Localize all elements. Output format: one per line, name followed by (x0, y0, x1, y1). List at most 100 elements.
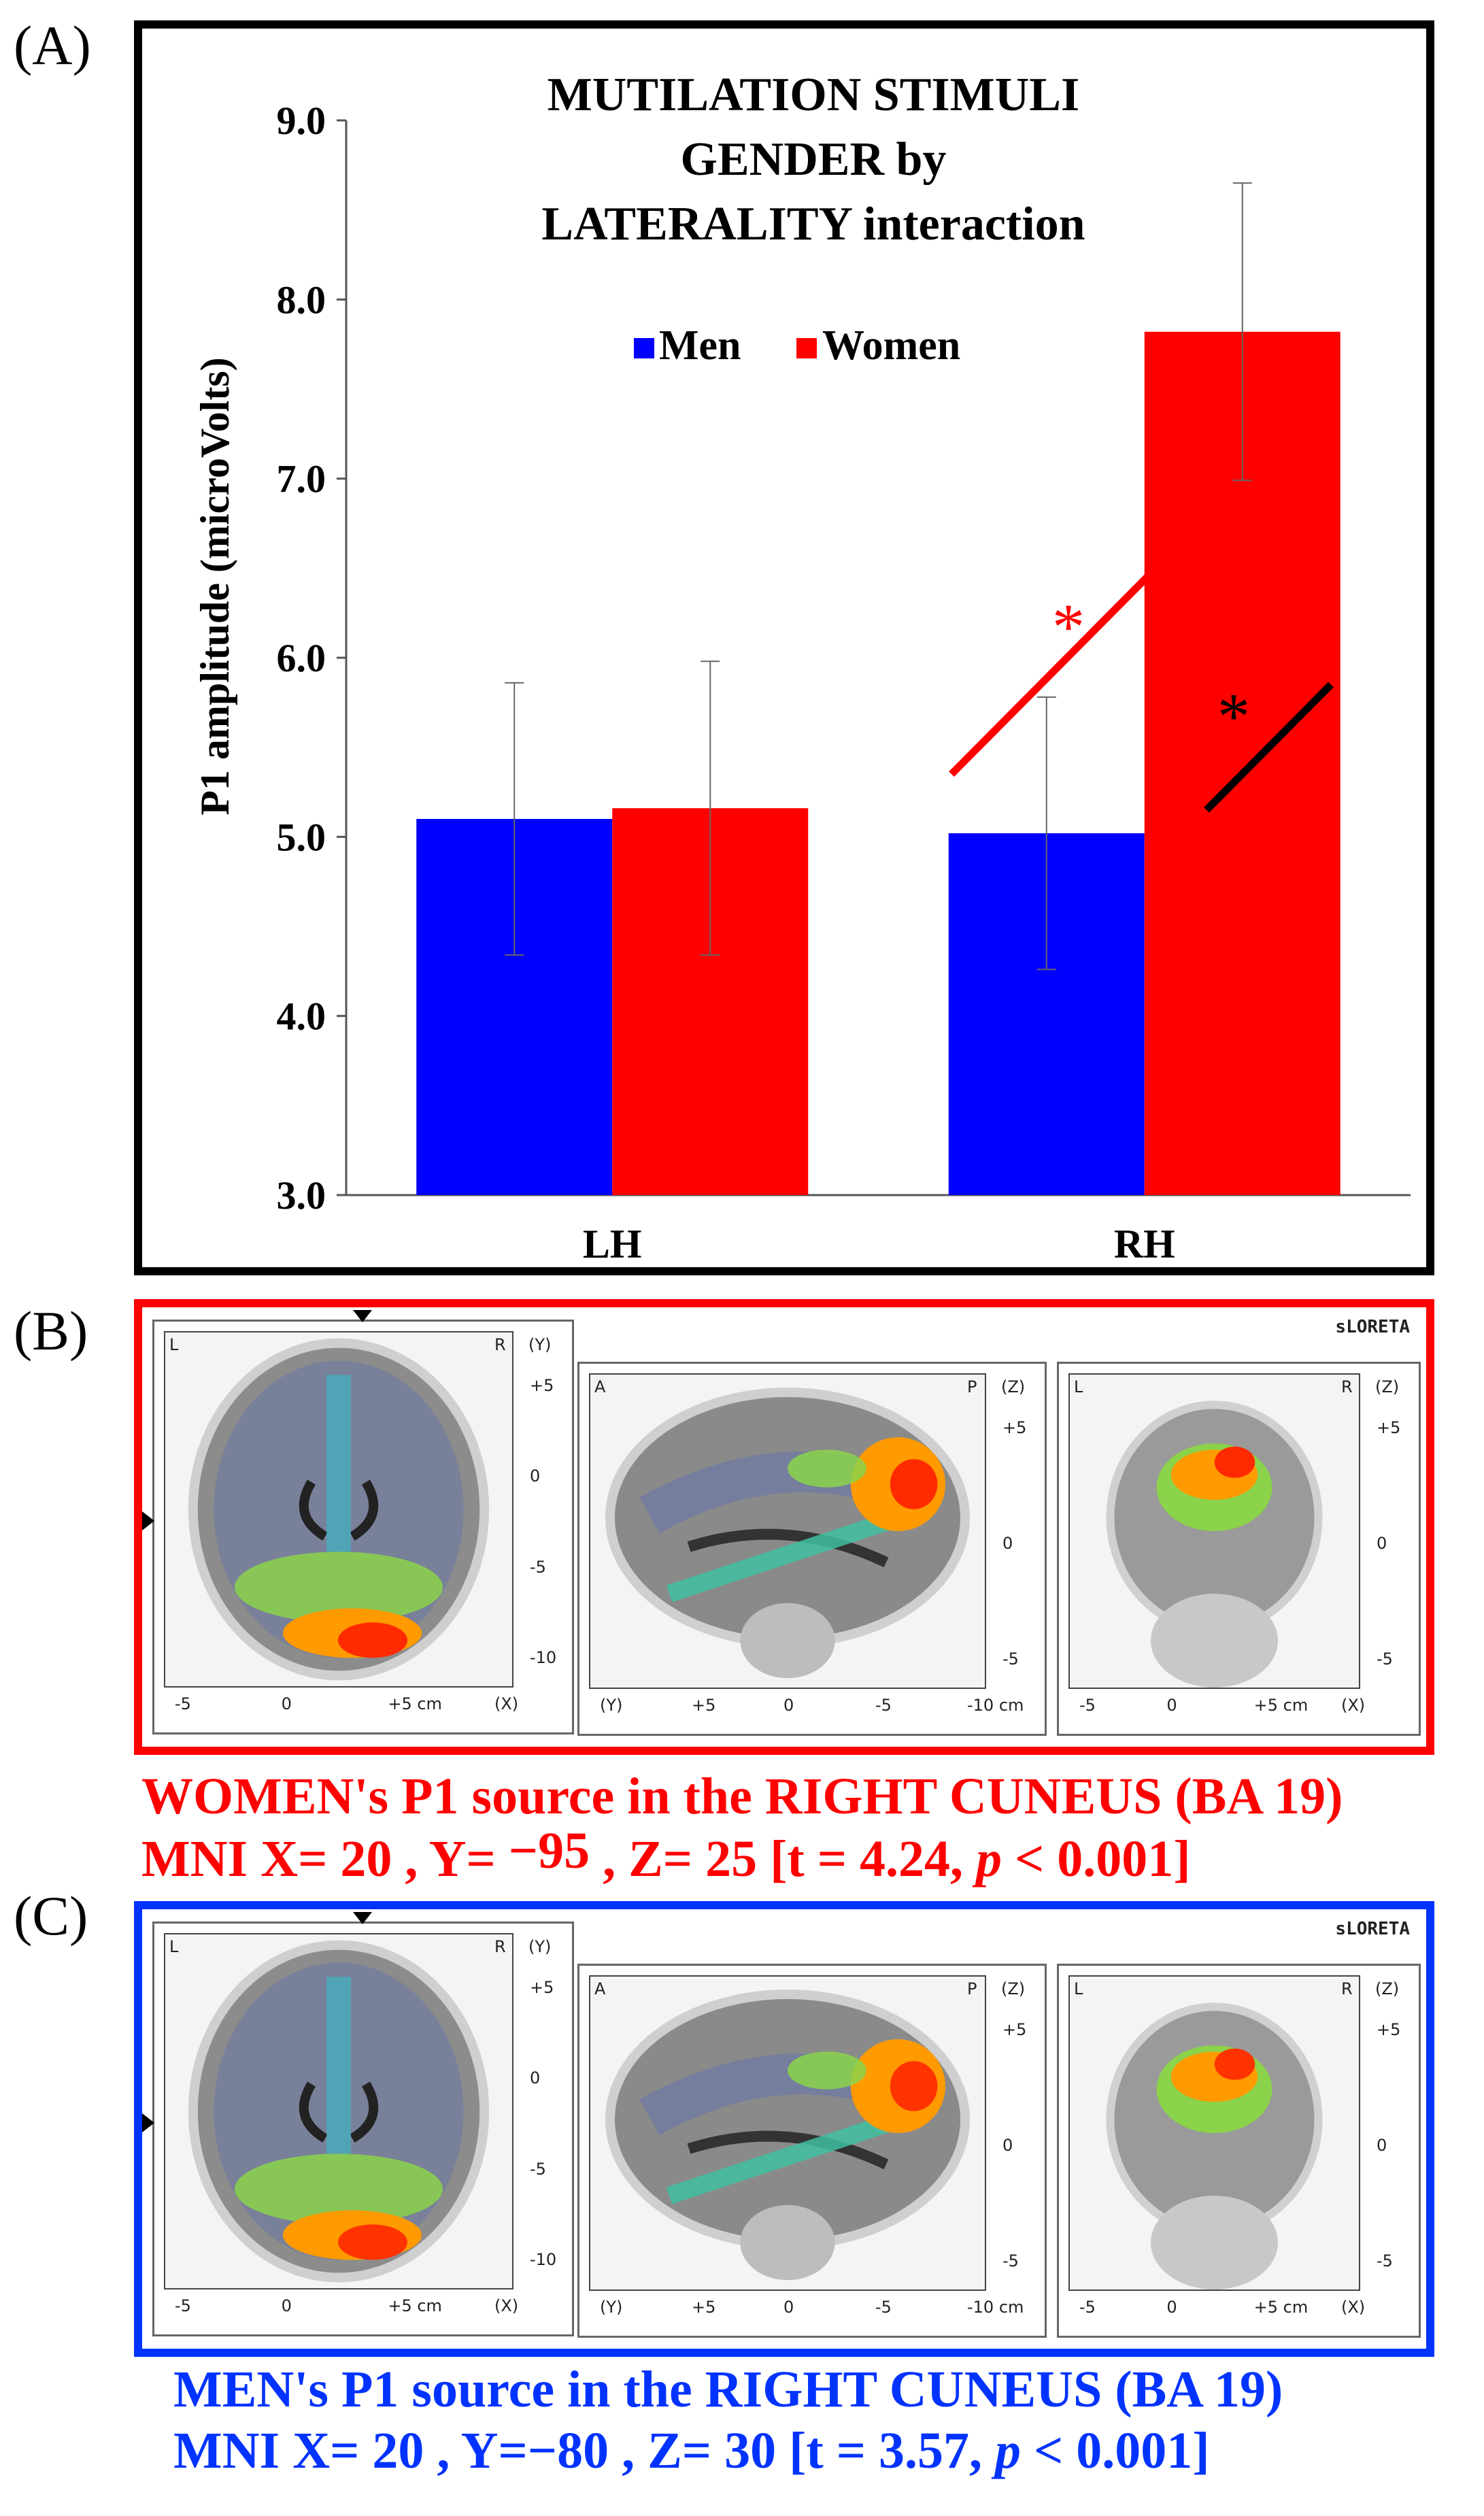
panel-label-c: (C) (14, 1885, 88, 1947)
vertical-tick-label: -5 (1002, 1649, 1019, 1668)
chart-title-line-1: MUTILATION STIMULI (547, 69, 1079, 121)
sloreta-tag: sLORETA (1335, 1919, 1410, 1939)
chart-title-line-3: LATERALITY interaction (541, 198, 1085, 250)
vertical-tick-label: -5 (1002, 2251, 1019, 2270)
horizontal-tick-label: 0 (1166, 1696, 1177, 1715)
horizontal-tick-label: 0 (281, 2296, 292, 2315)
horizontal-tick-label: -5 (875, 2298, 892, 2317)
vertical-tick-label: -5 (1377, 1649, 1393, 1668)
horizontal-tick-label: (X) (494, 2296, 519, 2315)
corner-label-left: L (1074, 1979, 1083, 1998)
horizontal-tick-label: -5 (175, 1694, 191, 1713)
corner-label-right: R (1341, 1377, 1353, 1396)
y-tick-label: 8.0 (277, 278, 326, 322)
vertical-tick-label: 0 (1002, 1534, 1013, 1553)
horizontal-tick-label: 0 (783, 1696, 794, 1715)
x-tick-label-rh: RH (1114, 1222, 1175, 1267)
vertical-tick-label: -5 (1377, 2251, 1393, 2270)
corner-label-right: P (967, 1377, 977, 1396)
horizontal-tick-label: +5 (692, 2298, 716, 2317)
legend-label-women: Women (822, 322, 960, 369)
vertical-tick-label: -5 (530, 1557, 546, 1577)
chart-frame: MUTILATION STIMULI GENDER by LATERALITY … (134, 20, 1434, 1275)
vertical-tick-label: 0 (530, 1466, 541, 1486)
y-tick-label: 7.0 (277, 457, 326, 501)
horizontal-tick-label: (X) (494, 1694, 519, 1713)
axial-brain-image (164, 1933, 513, 2289)
men-caption-coords-a: MNI X= 20 , Y= (173, 2422, 528, 2479)
brain-panel-women: sLORETA L R (Y) +5 0 -5 -10 -5 0 +5 cm (X) A P (Z) +5 0 -… (134, 1299, 1434, 1755)
brain-panel-men: sLORETA L R (Y) +5 0 -5 -10 -5 0 +5 cm (X) A P (Z) +5 0 -… (134, 1901, 1434, 2357)
sagittal-view: A P (Z) +5 0 -5 (Y) +5 0 -5 -10 cm (577, 1362, 1047, 1736)
horizontal-tick-label: -10 cm (967, 1696, 1024, 1715)
axis-label: (Z) (1001, 1979, 1026, 1998)
men-caption-p: p (995, 2422, 1021, 2479)
significance-star-women: * (1052, 590, 1085, 663)
x-tick-label-lh: LH (583, 1222, 642, 1267)
axis-label: (Z) (1001, 1377, 1026, 1396)
horizontal-tick-label: -5 (1079, 2298, 1096, 2317)
coronal-brain-image (1068, 1373, 1360, 1689)
corner-label-left: L (169, 1335, 179, 1354)
vertical-tick-label: -5 (530, 2159, 546, 2179)
women-caption-coords-b: , Z= 25 [t = 4.24, (590, 1830, 976, 1888)
sloreta-tag: sLORETA (1335, 1317, 1410, 1337)
vertical-tick-label: 0 (530, 2068, 541, 2088)
axis-label: (Y) (528, 1335, 552, 1354)
sagittal-view: A P (Z) +5 0 -5 (Y) +5 0 -5 -10 cm (577, 1964, 1047, 2338)
horizontal-tick-label: (Y) (600, 1696, 623, 1715)
horizontal-tick-label: +5 cm (388, 2296, 442, 2315)
horizontal-tick-label: (X) (1341, 1696, 1366, 1715)
vertical-tick-label: -10 (530, 2250, 557, 2269)
men-caption-line-1: MEN's P1 source in the RIGHT CUNEUS (BA … (173, 2361, 1283, 2418)
horizontal-tick-label: +5 cm (1253, 2298, 1309, 2317)
horizontal-tick-label: (X) (1341, 2298, 1366, 2317)
legend-label-men: Men (659, 322, 741, 369)
vertical-tick-label: -10 (530, 1648, 557, 1667)
y-tick-label: 5.0 (277, 815, 326, 859)
horizontal-tick-label: +5 cm (1253, 1696, 1309, 1715)
coronal-brain-image (1068, 1975, 1360, 2291)
significance-line-rh (1204, 682, 1334, 813)
women-caption-y-value: −95 (508, 1822, 590, 1879)
panel-label-a: (A) (14, 14, 91, 76)
vertical-tick-label: 0 (1377, 1534, 1387, 1553)
axial-brain-image (164, 1331, 513, 1688)
slice-marker-icon (353, 1310, 372, 1322)
sagittal-brain-image (589, 1975, 986, 2291)
horizontal-tick-label: -5 (875, 1696, 892, 1715)
axis-label: (Y) (528, 1937, 552, 1956)
legend-swatch-men (634, 338, 654, 358)
corner-label-left: L (1074, 1377, 1083, 1396)
vertical-tick-label: 0 (1002, 2136, 1013, 2155)
women-caption-coords-c: < 0.001] (1002, 1830, 1191, 1888)
vertical-tick-label: +5 (1002, 2020, 1027, 2039)
vertical-tick-label: +5 (530, 1376, 554, 1395)
women-caption-line-1: WOMEN's P1 source in the RIGHT CUNEUS (B… (141, 1768, 1343, 1825)
corner-label-left: A (594, 1377, 606, 1396)
corner-label-right: R (494, 1937, 506, 1956)
corner-label-right: R (494, 1335, 506, 1354)
y-tick-label: 4.0 (277, 994, 326, 1039)
vertical-tick-label: 0 (1377, 2136, 1387, 2155)
horizontal-tick-label: +5 (692, 1696, 716, 1715)
women-caption-line-2: MNI X= 20 , Y= −95 , Z= 25 [t = 4.24, p … (141, 1822, 1191, 1889)
vertical-tick-label: +5 (1377, 1418, 1401, 1437)
y-tick-label: 9.0 (277, 99, 326, 143)
horizontal-tick-label: +5 cm (388, 1694, 442, 1713)
women-caption-coords-a: MNI X= 20 , Y= (141, 1830, 509, 1888)
legend-swatch-women (796, 338, 817, 358)
men-caption-coords-b: , Z= 30 [t = 3.57, (609, 2422, 995, 2479)
horizontal-tick-label: (Y) (600, 2298, 623, 2317)
axis-label: (Z) (1375, 1979, 1400, 1998)
men-caption-y-value: −80 (527, 2422, 609, 2479)
slice-marker-icon (142, 1511, 154, 1530)
vertical-tick-label: +5 (1377, 2020, 1401, 2039)
significance-star-rh: * (1217, 680, 1250, 753)
vertical-tick-label: +5 (530, 1978, 554, 1997)
panel-label-b: (B) (14, 1300, 88, 1362)
coronal-view: L R (Z) +5 0 -5 -5 0 +5 cm (X) (1057, 1362, 1421, 1736)
chart-title-line-2: GENDER by (681, 133, 947, 186)
sagittal-brain-image (589, 1373, 986, 1689)
horizontal-tick-label: 0 (783, 2298, 794, 2317)
